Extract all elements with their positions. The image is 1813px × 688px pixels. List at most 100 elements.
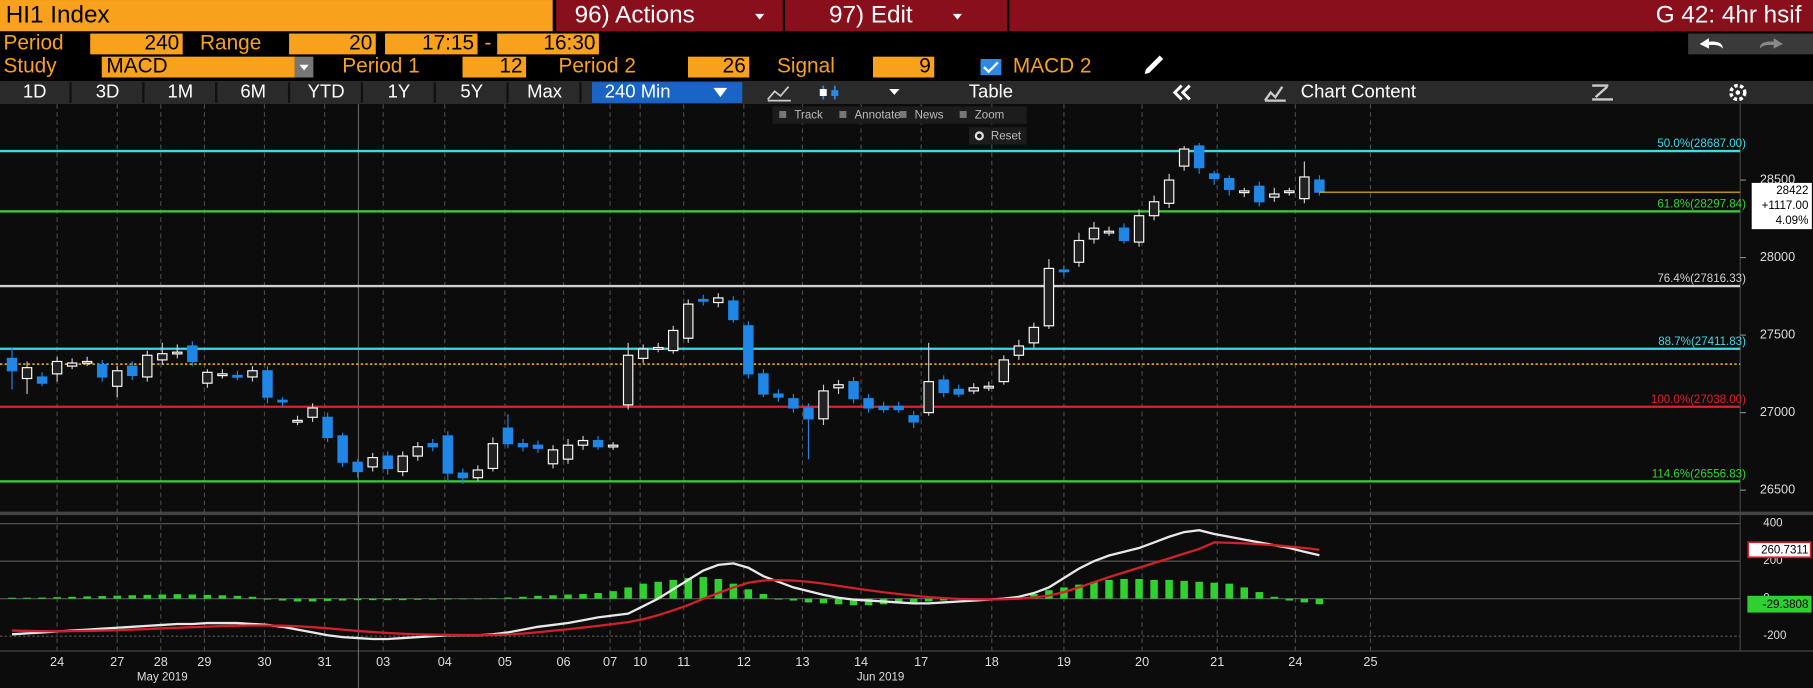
histogram-bar	[278, 598, 287, 601]
histogram-bar	[113, 595, 121, 599]
line-icon[interactable]	[767, 86, 791, 102]
candle-body	[863, 398, 874, 409]
fib-label: 50.0%(28687.00)	[1657, 138, 1746, 150]
reset-button[interactable]	[968, 127, 1027, 145]
range-button[interactable]: 6M	[240, 80, 266, 101]
input[interactable]	[385, 33, 478, 55]
chart-content-button[interactable]: Chart Content	[1301, 80, 1416, 101]
fib-label: 100.0%(27038.00)	[1651, 394, 1746, 406]
pen-icon[interactable]	[1144, 55, 1164, 75]
tool-label[interactable]: Track	[794, 110, 823, 122]
label: Period	[3, 31, 63, 54]
y-tick-label: 400	[1763, 518, 1782, 530]
candle-body	[698, 298, 709, 302]
input[interactable]	[101, 56, 295, 78]
check	[983, 61, 999, 74]
range-button[interactable]: 5Y	[460, 80, 483, 101]
range-button[interactable]: 1M	[168, 80, 194, 101]
label: Range	[200, 31, 261, 54]
histogram-bar	[1255, 592, 1264, 599]
candle-body	[382, 455, 393, 470]
chart-icon	[1263, 86, 1286, 102]
candle-body	[187, 345, 198, 363]
histogram-bar	[173, 594, 182, 599]
tool-icon	[779, 111, 787, 118]
histogram-bar	[594, 593, 602, 599]
candle-body	[277, 399, 288, 403]
undo[interactable]	[1699, 38, 1723, 49]
tool-label[interactable]: Annotate	[854, 110, 900, 122]
label: Period 1	[342, 55, 419, 78]
input[interactable]	[497, 33, 599, 55]
edit-icon[interactable]	[1592, 84, 1613, 101]
menu-bar	[556, 0, 1813, 32]
range-button[interactable]: YTD	[308, 80, 345, 101]
input-value: MACD	[106, 55, 167, 78]
range-button[interactable]: 3D	[96, 80, 120, 101]
range-button[interactable]: Max	[527, 80, 563, 101]
caret	[952, 13, 962, 20]
candle-body	[622, 354, 634, 406]
histogram-bar	[1300, 598, 1309, 603]
candle-body	[743, 325, 754, 375]
security-box[interactable]	[0, 0, 553, 32]
checkbox[interactable]	[980, 58, 1002, 76]
input-value: 12	[499, 55, 522, 78]
candle-body	[1299, 176, 1310, 200]
value-box-label: 260.7311	[1761, 544, 1808, 556]
input-value: 240	[145, 31, 180, 54]
candle-body	[472, 469, 484, 479]
tool-label[interactable]: Zoom	[975, 110, 1005, 122]
histogram-bar	[744, 589, 753, 599]
interval-button[interactable]	[592, 82, 743, 103]
candle-body	[111, 370, 123, 387]
candle-body	[1103, 230, 1115, 234]
macd-line	[11, 541, 1320, 637]
x-tick-label: 24	[1288, 654, 1302, 669]
candle-body	[758, 373, 769, 395]
x-tick-label: 11	[677, 654, 690, 669]
histogram-bar	[774, 598, 783, 600]
histogram-bar	[203, 594, 212, 599]
candle-body	[1269, 193, 1280, 198]
input[interactable]	[289, 33, 376, 55]
input[interactable]	[687, 56, 750, 78]
x-tick-label: 27	[110, 654, 124, 669]
input[interactable]	[462, 56, 527, 78]
candle-body	[803, 407, 814, 420]
histogram-bar	[1045, 590, 1053, 599]
candle-body	[307, 407, 318, 418]
table-button[interactable]: Table	[969, 80, 1013, 101]
candle-body	[878, 405, 889, 411]
value-box-label: -29.3808	[1763, 599, 1809, 611]
histogram-bar	[1270, 596, 1279, 599]
range-button[interactable]: 1D	[23, 80, 47, 101]
input[interactable]	[90, 33, 183, 55]
input[interactable]	[872, 56, 935, 78]
candle-body	[1043, 267, 1055, 327]
redo[interactable]	[1759, 38, 1783, 49]
histogram-bar	[308, 598, 317, 602]
actions-menu[interactable]: 96) Actions	[575, 2, 695, 29]
x-tick-label: 04	[438, 654, 452, 669]
histogram-bar	[53, 597, 61, 599]
histogram-bar	[1225, 583, 1233, 599]
candle-body	[322, 416, 333, 439]
candle-body	[607, 444, 619, 448]
settings-icon[interactable]	[1729, 83, 1747, 102]
candle-body	[1178, 148, 1190, 167]
reset-icon	[974, 131, 984, 141]
range-button[interactable]: 1Y	[388, 80, 411, 101]
candle-body	[637, 348, 649, 359]
tool-label[interactable]: News	[915, 110, 944, 122]
candle-body	[337, 435, 348, 463]
tool-icon	[959, 111, 967, 118]
interval: 240 Min	[605, 80, 671, 101]
change: +1117.00	[1762, 200, 1809, 212]
collapse-icon[interactable]	[1172, 84, 1191, 101]
histogram-bar	[564, 594, 572, 599]
candle-body	[21, 367, 33, 380]
edit-menu[interactable]: 97) Edit	[829, 2, 913, 29]
histogram-bar	[444, 598, 452, 600]
candle-body	[652, 346, 664, 350]
